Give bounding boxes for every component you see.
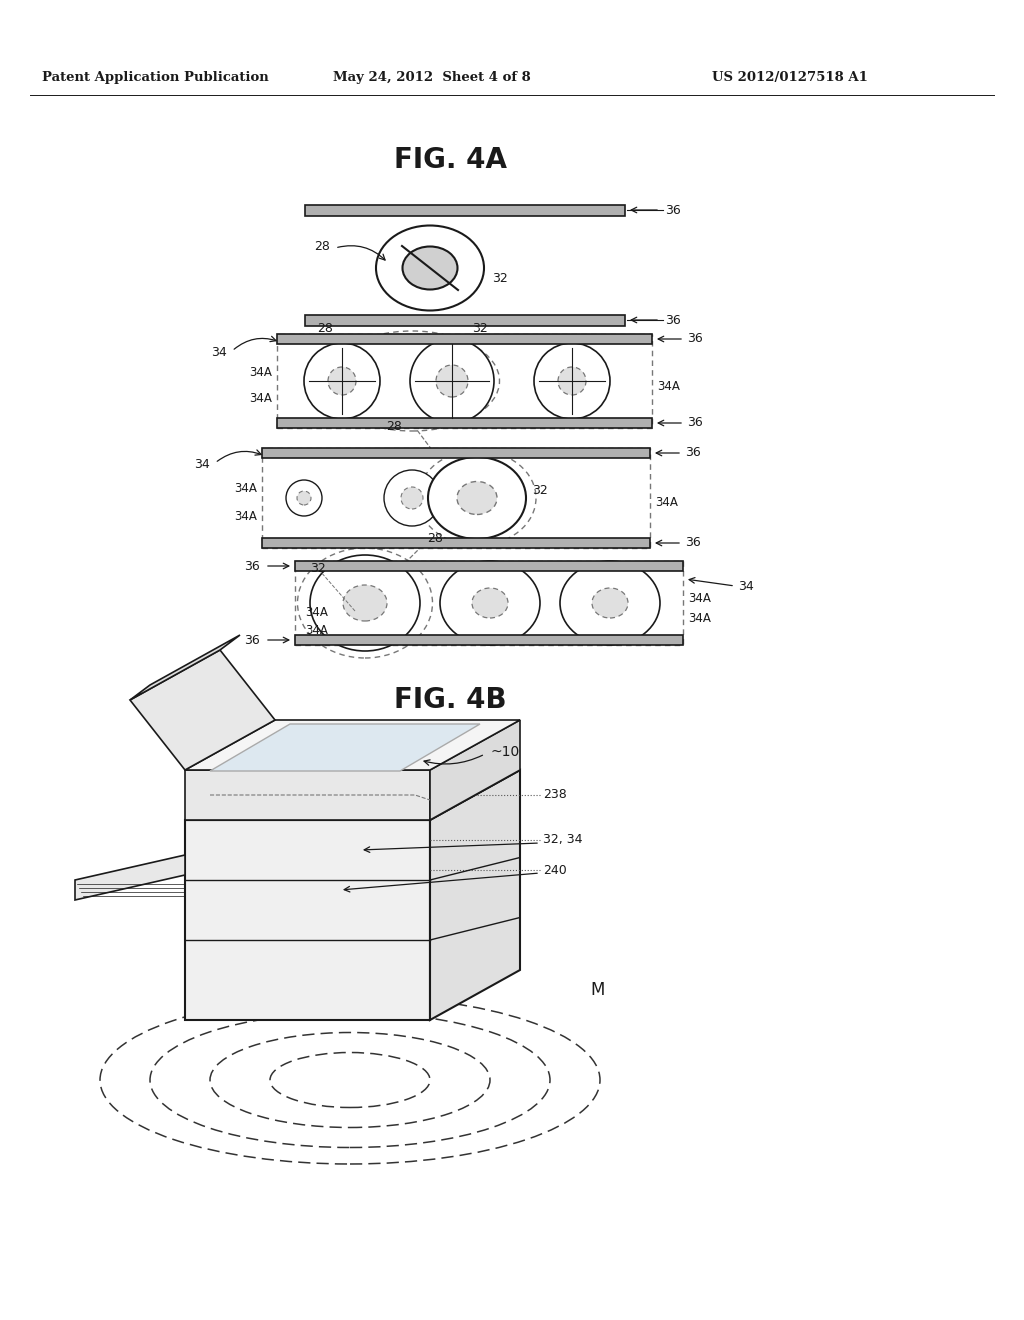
Text: ~10: ~10 xyxy=(490,744,519,759)
Text: 36: 36 xyxy=(685,446,700,459)
Text: May 24, 2012  Sheet 4 of 8: May 24, 2012 Sheet 4 of 8 xyxy=(333,71,530,84)
Ellipse shape xyxy=(310,554,420,651)
Bar xyxy=(305,205,625,216)
Circle shape xyxy=(286,480,322,516)
Circle shape xyxy=(328,367,356,395)
Text: 240: 240 xyxy=(543,863,566,876)
Text: M: M xyxy=(590,981,604,999)
Circle shape xyxy=(410,339,494,422)
Text: FIG. 4B: FIG. 4B xyxy=(393,686,506,714)
Ellipse shape xyxy=(428,457,526,539)
Circle shape xyxy=(401,487,423,510)
Text: 36: 36 xyxy=(665,314,681,326)
Ellipse shape xyxy=(402,247,458,289)
Bar xyxy=(295,635,683,645)
Text: FIG. 4A: FIG. 4A xyxy=(393,147,507,174)
Circle shape xyxy=(304,343,380,418)
Ellipse shape xyxy=(343,585,387,620)
Text: 34A: 34A xyxy=(688,611,711,624)
Text: Patent Application Publication: Patent Application Publication xyxy=(42,71,268,84)
Ellipse shape xyxy=(472,587,508,618)
Ellipse shape xyxy=(376,226,484,310)
Text: 34A: 34A xyxy=(655,496,678,510)
Text: 34: 34 xyxy=(211,346,227,359)
Bar xyxy=(278,418,652,428)
Text: 28: 28 xyxy=(427,532,442,545)
Polygon shape xyxy=(185,820,430,1020)
Polygon shape xyxy=(210,723,480,771)
Polygon shape xyxy=(185,770,430,820)
Text: 34A: 34A xyxy=(234,510,257,523)
Bar xyxy=(262,447,650,458)
Bar xyxy=(305,315,625,326)
Text: 34: 34 xyxy=(195,458,210,470)
Polygon shape xyxy=(75,855,185,900)
Text: 32: 32 xyxy=(310,562,326,576)
Text: US 2012/0127518 A1: US 2012/0127518 A1 xyxy=(712,71,868,84)
Text: 32: 32 xyxy=(492,272,508,285)
Ellipse shape xyxy=(440,561,540,645)
Text: 34A: 34A xyxy=(234,482,257,495)
Bar xyxy=(295,561,683,645)
Text: 34A: 34A xyxy=(249,392,272,405)
Text: 34A: 34A xyxy=(249,367,272,380)
Circle shape xyxy=(534,343,610,418)
Text: 238: 238 xyxy=(543,788,566,801)
Text: 36: 36 xyxy=(665,203,681,216)
Polygon shape xyxy=(430,770,520,1020)
Text: 34A: 34A xyxy=(688,591,711,605)
Text: 32, 34: 32, 34 xyxy=(543,833,583,846)
Bar xyxy=(295,561,683,572)
Text: 32: 32 xyxy=(532,483,548,496)
Circle shape xyxy=(436,366,468,397)
Circle shape xyxy=(384,470,440,525)
Bar xyxy=(278,334,652,345)
Text: 36: 36 xyxy=(245,560,260,573)
Text: 36: 36 xyxy=(245,634,260,647)
Bar xyxy=(262,447,650,548)
Text: 34A: 34A xyxy=(657,380,680,392)
Text: 28: 28 xyxy=(314,239,330,252)
Text: 28: 28 xyxy=(386,420,402,433)
Text: 36: 36 xyxy=(687,417,702,429)
Text: 32: 32 xyxy=(472,322,487,334)
Text: 34A: 34A xyxy=(305,624,328,638)
Text: 36: 36 xyxy=(687,333,702,346)
Polygon shape xyxy=(130,649,275,770)
Circle shape xyxy=(558,367,586,395)
Ellipse shape xyxy=(560,561,660,645)
Text: 34: 34 xyxy=(738,579,754,593)
Text: 34A: 34A xyxy=(305,606,328,619)
Ellipse shape xyxy=(457,482,497,515)
Bar xyxy=(262,539,650,548)
Polygon shape xyxy=(185,770,520,820)
Polygon shape xyxy=(185,719,520,770)
Polygon shape xyxy=(430,719,520,820)
Bar xyxy=(278,334,652,428)
Polygon shape xyxy=(130,635,240,700)
Text: 28: 28 xyxy=(317,322,333,334)
Ellipse shape xyxy=(592,587,628,618)
Text: 36: 36 xyxy=(685,536,700,549)
Circle shape xyxy=(297,491,311,506)
